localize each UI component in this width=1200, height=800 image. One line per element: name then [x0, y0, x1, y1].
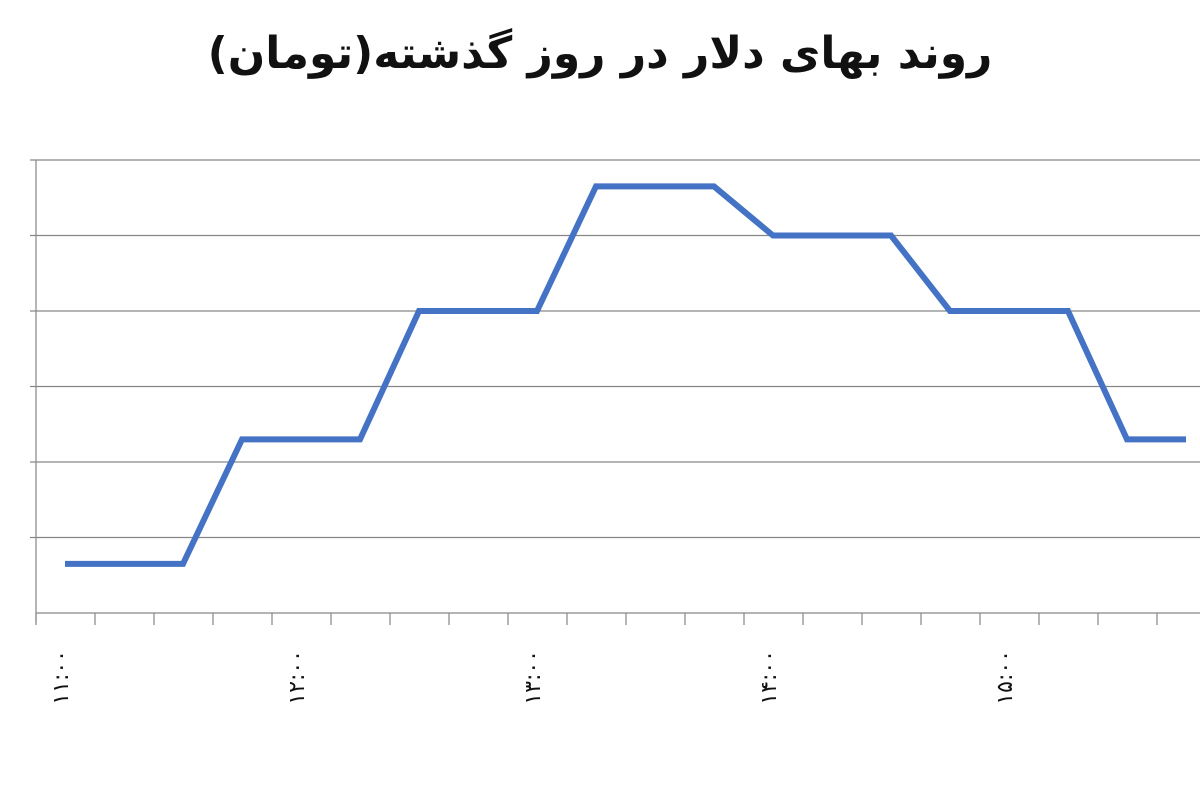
chart-title: روند بهای دلار در روز گذشته(تومان) — [207, 28, 993, 79]
series-line — [65, 183, 1186, 567]
x-tick-label: ۱۲:۰۰ — [285, 650, 310, 705]
x-tick-label: ۱۴:۰۰ — [757, 650, 782, 705]
x-tick-label: ۱۳:۰۰ — [521, 650, 546, 705]
x-tick-label: ۱۵:۰۰ — [993, 650, 1018, 705]
x-tick-label: ۱۱:۰۰ — [49, 650, 74, 705]
